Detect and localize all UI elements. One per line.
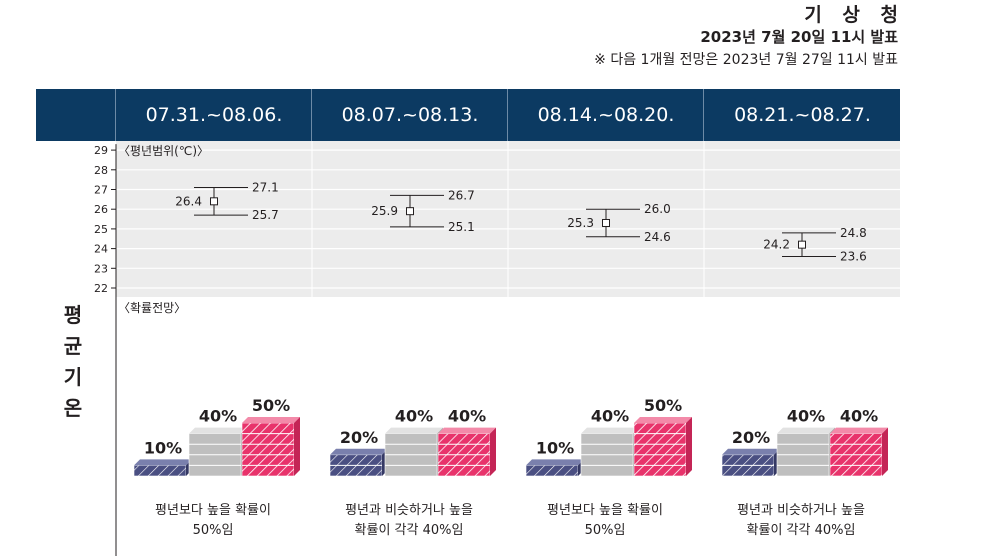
prob-value-label: 10% — [536, 438, 574, 457]
prob-bar-above-top — [242, 417, 300, 423]
prob-value-label: 40% — [448, 407, 486, 426]
lower-value-label: 25.1 — [448, 220, 475, 234]
lower-value-label: 24.6 — [644, 230, 671, 244]
prob-value-label: 40% — [787, 407, 825, 426]
prob-value-label: 20% — [340, 428, 378, 447]
prob-bar-above-front — [633, 422, 687, 477]
next-forecast-note: ※ 다음 1개월 전망은 2023년 7월 27일 11시 발표 — [594, 52, 898, 68]
caption-week-4: 평년과 비슷하거나 높을 확률이 각각 40%임 — [703, 501, 899, 541]
row-label-mean-temperature: 평 균 기 온 — [58, 300, 88, 424]
y-tick-label: 22 — [94, 282, 108, 295]
y-tick-label: 26 — [94, 203, 108, 216]
y-tick-label: 24 — [94, 243, 108, 256]
week-header-3: 08.14.~08.20. — [507, 89, 704, 141]
y-tick-label: 23 — [94, 262, 108, 275]
prob-bar-normal-top — [777, 427, 835, 434]
y-tick-label: 25 — [94, 223, 108, 236]
prob-value-label: 10% — [144, 438, 182, 457]
caption-week-3: 평년보다 높을 확률이 50%임 — [507, 501, 703, 541]
prob-bar-above-front — [241, 422, 295, 477]
prob-bar-above-side — [294, 417, 300, 476]
row-label-char: 평 — [63, 303, 83, 327]
row-label-char: 기 — [63, 365, 83, 389]
row-label-char: 온 — [63, 396, 83, 420]
caption-line: 평년보다 높을 확률이 — [155, 503, 271, 518]
prob-bar-normal-top — [581, 427, 639, 434]
normal-mean-marker — [798, 240, 806, 249]
row-label-char: 균 — [63, 334, 83, 358]
prob-value-label: 40% — [840, 407, 878, 426]
y-tick-label: 29 — [94, 144, 108, 157]
mean-value-label: 24.2 — [763, 238, 790, 252]
caption-line: 50%임 — [192, 523, 234, 538]
mean-value-label: 25.9 — [371, 204, 398, 218]
caption-line: 평년보다 높을 확률이 — [547, 503, 663, 518]
prob-value-label: 40% — [591, 407, 629, 426]
prob-value-label: 40% — [199, 407, 237, 426]
prob-bar-below-top — [330, 448, 388, 455]
upper-value-label: 26.0 — [644, 202, 671, 216]
prob-bar-below-top — [526, 459, 584, 466]
caption-line: 확률이 각각 40%임 — [746, 523, 856, 538]
range-panel-label: 〈평년범위(℃)〉 — [118, 144, 209, 158]
prob-value-label: 20% — [732, 428, 770, 447]
prob-bar-above-side — [490, 427, 496, 476]
caption-line: 50%임 — [584, 523, 626, 538]
normal-mean-marker — [210, 197, 218, 206]
lower-value-label: 23.6 — [840, 249, 867, 263]
week-header: 07.31.~08.06. 08.07.~08.13. 08.14.~08.20… — [36, 89, 900, 141]
normal-mean-marker — [602, 218, 610, 227]
prob-bar-above-top — [830, 427, 888, 434]
prob-bar-above-top — [438, 427, 496, 434]
week-header-2: 08.07.~08.13. — [311, 89, 508, 141]
prob-value-label: 50% — [252, 396, 290, 415]
prob-value-label: 40% — [395, 407, 433, 426]
caption-line: 평년과 비슷하거나 높을 — [345, 503, 473, 518]
caption-line: 확률이 각각 40%임 — [354, 523, 464, 538]
lower-value-label: 25.7 — [252, 208, 279, 222]
prob-bar-below-top — [722, 448, 780, 455]
prob-bar-normal-top — [189, 427, 247, 434]
prob-bar-below-front — [525, 465, 579, 477]
mean-value-label: 26.4 — [175, 194, 202, 208]
prob-value-label: 50% — [644, 396, 682, 415]
y-tick-label: 27 — [94, 184, 108, 197]
prob-bar-normal-top — [385, 427, 443, 434]
prob-bar-above-side — [686, 417, 692, 476]
mean-value-label: 25.3 — [567, 216, 594, 230]
y-tick-label: 28 — [94, 164, 108, 177]
upper-value-label: 27.1 — [252, 181, 279, 195]
caption-week-1: 평년보다 높을 확률이 50%임 — [115, 501, 311, 541]
caption-line: 평년과 비슷하거나 높을 — [737, 503, 865, 518]
upper-value-label: 26.7 — [448, 188, 475, 202]
issued-date: 2023년 7월 20일 11시 발표 — [700, 28, 898, 46]
caption-week-2: 평년과 비슷하거나 높을 확률이 각각 40%임 — [311, 501, 507, 541]
week-header-4: 08.21.~08.27. — [703, 89, 901, 141]
prob-bar-above-top — [634, 417, 692, 423]
prob-bar-above-side — [882, 427, 888, 476]
prob-bar-below-top — [134, 459, 192, 466]
upper-value-label: 24.8 — [840, 226, 867, 240]
normal-mean-marker — [406, 207, 414, 216]
week-header-1: 07.31.~08.06. — [115, 89, 312, 141]
agency-name: 기 상 청 — [804, 4, 905, 26]
prob-bar-below-front — [133, 465, 187, 477]
prob-panel-label: 〈확률전망〉 — [118, 301, 186, 315]
